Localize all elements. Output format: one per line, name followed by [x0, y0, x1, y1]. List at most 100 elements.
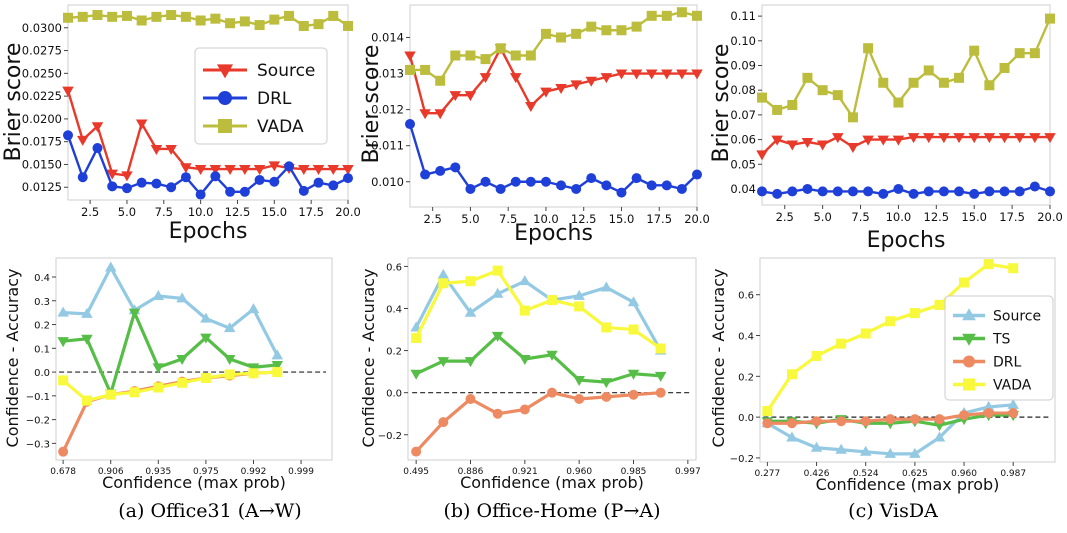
- series-line: [414, 391, 661, 453]
- data-point: [480, 176, 491, 187]
- data-point: [420, 64, 431, 75]
- plot-frame: [761, 4, 1051, 206]
- data-point: [787, 100, 798, 110]
- data-point: [540, 28, 551, 39]
- legend-label: Source: [257, 61, 315, 81]
- data-point: [601, 180, 612, 191]
- data-point: [847, 142, 859, 153]
- series-drl: [762, 408, 1019, 429]
- data-point: [492, 265, 503, 276]
- data-point: [832, 90, 843, 101]
- data-point: [907, 133, 920, 144]
- data-point: [136, 177, 147, 188]
- data-point: [802, 183, 813, 194]
- data-point: [923, 186, 934, 197]
- data-point: [151, 178, 162, 189]
- data-point: [434, 109, 446, 120]
- x-tick-label: 0.921: [512, 467, 538, 477]
- data-point: [57, 306, 69, 317]
- data-point: [121, 10, 132, 21]
- series-source: [57, 261, 284, 360]
- y-tick-label: 0.0175: [22, 135, 62, 149]
- data-point: [510, 176, 521, 187]
- data-point: [248, 368, 259, 379]
- x-tick-label: 5.0: [813, 210, 831, 224]
- data-point: [225, 186, 236, 197]
- data-point: [465, 393, 476, 404]
- y-axis-label: Brier score: [1, 43, 26, 162]
- data-point: [128, 308, 141, 319]
- data-point: [631, 21, 642, 32]
- legend-marker: [963, 355, 975, 368]
- data-point: [450, 50, 461, 61]
- data-point: [832, 186, 843, 197]
- data-point: [616, 187, 627, 198]
- data-point: [63, 12, 73, 23]
- data-point: [121, 183, 132, 194]
- y-axis-label: Confidence - Accuracy: [3, 269, 22, 448]
- data-point: [107, 181, 118, 192]
- data-point: [692, 10, 702, 21]
- data-point: [811, 416, 822, 427]
- x-tick-label: 0.975: [193, 467, 219, 477]
- data-point: [772, 188, 783, 199]
- x-tick-label: 0.997: [675, 467, 701, 477]
- data-point: [479, 73, 492, 84]
- y-tick-label: −0.2: [378, 431, 402, 442]
- data-point: [628, 324, 639, 335]
- data-point: [893, 183, 904, 194]
- data-point: [959, 277, 970, 288]
- plot-frame: [409, 4, 698, 208]
- data-point: [999, 62, 1010, 73]
- data-point: [655, 387, 666, 398]
- legend: Source DRL VADA: [194, 47, 328, 145]
- data-point: [585, 76, 598, 87]
- data-point: [885, 414, 896, 425]
- data-point: [983, 408, 994, 419]
- data-point: [1029, 48, 1040, 59]
- series-line: [414, 273, 663, 352]
- data-point: [982, 400, 995, 411]
- data-point: [313, 19, 324, 30]
- data-point: [893, 97, 904, 108]
- x-tick-label: 0.678: [50, 467, 76, 477]
- data-point: [573, 289, 585, 300]
- x-axis-label: Confidence (max prob): [460, 473, 644, 492]
- y-tick-label: 0.0: [34, 368, 50, 379]
- data-point: [984, 186, 995, 197]
- y-tick-label: 0.011: [371, 139, 404, 153]
- data-point: [62, 86, 74, 97]
- x-tick-label: 0.992: [241, 467, 267, 477]
- data-point: [646, 180, 657, 191]
- data-point: [254, 174, 265, 185]
- x-tick-label: 0.524: [853, 469, 879, 479]
- data-point: [136, 15, 147, 26]
- data-point: [547, 295, 557, 306]
- x-tick-label: 0.960: [566, 467, 592, 477]
- x-tick-label: 2.5: [776, 210, 794, 224]
- y-tick-label: 0.1: [34, 344, 50, 355]
- data-point: [298, 185, 309, 196]
- y-axis-label: Brier score: [709, 44, 734, 163]
- series-source: [62, 86, 354, 182]
- data-point: [933, 421, 946, 432]
- data-point: [810, 441, 823, 452]
- data-point: [405, 119, 415, 130]
- data-point: [223, 355, 236, 365]
- legend-marker: [963, 378, 975, 391]
- legend-box: [944, 295, 1054, 401]
- legend-marker: [216, 64, 234, 79]
- data-point: [465, 276, 476, 287]
- y-tick-label: −0.2: [26, 416, 50, 427]
- series-line: [415, 334, 661, 384]
- data-point: [195, 189, 206, 200]
- data-point: [601, 391, 612, 402]
- data-point: [676, 69, 688, 80]
- data-point: [817, 85, 828, 96]
- data-point: [802, 72, 813, 83]
- data-point: [811, 350, 822, 361]
- data-point: [756, 150, 768, 161]
- data-point: [1013, 133, 1026, 144]
- y-tick-label: 0.4: [34, 273, 50, 284]
- data-point: [491, 331, 504, 342]
